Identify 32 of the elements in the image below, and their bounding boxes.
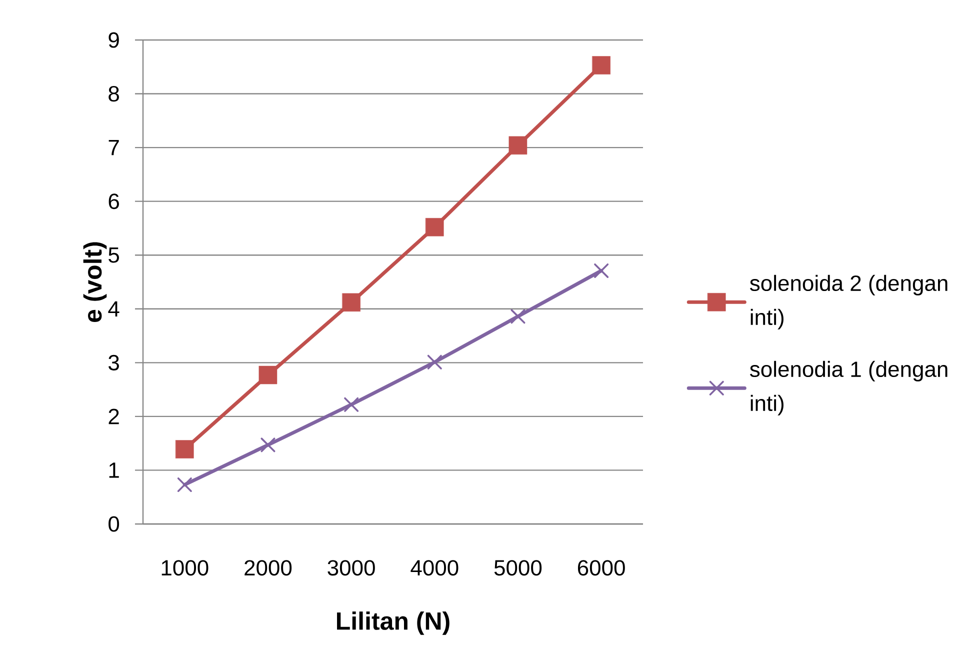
legend-label: solenodia 1 (dengan inti): [750, 360, 948, 416]
y-tick-label: 2: [108, 408, 119, 424]
x-tick-label: 6000: [578, 560, 625, 576]
y-tick-label: 8: [108, 86, 119, 102]
point: [344, 397, 359, 412]
legend-label: solenoida 2 (dengan inti): [750, 274, 948, 330]
y-tick-label: 1: [109, 462, 119, 478]
x-tick-label: 3000: [328, 560, 375, 576]
y-axis-title: e (volt): [83, 242, 107, 322]
point: [508, 136, 528, 155]
point: [342, 293, 360, 312]
y-tick-label: 9: [108, 32, 119, 48]
y-tick-label: 3: [108, 354, 119, 370]
x-tick-label: 2000: [244, 560, 292, 576]
point: [258, 366, 278, 384]
y-tick-label: 6: [108, 194, 119, 210]
y-tick-label: 5: [108, 247, 119, 263]
x-tick-label: 5000: [494, 560, 542, 576]
point: [176, 440, 194, 458]
point: [594, 263, 609, 278]
point: [592, 56, 610, 74]
x-tick-label: 1000: [162, 560, 208, 576]
point: [427, 354, 442, 370]
y-tick-label: 0: [108, 516, 120, 532]
point: [177, 477, 192, 492]
x-tick-label: 4000: [410, 560, 458, 576]
y-tick-label: 7: [108, 140, 119, 156]
x-axis-title: Lilitan (N): [337, 612, 450, 635]
point: [260, 438, 276, 452]
point: [510, 309, 526, 324]
point: [426, 218, 444, 236]
y-tick-label: 4: [108, 301, 120, 316]
